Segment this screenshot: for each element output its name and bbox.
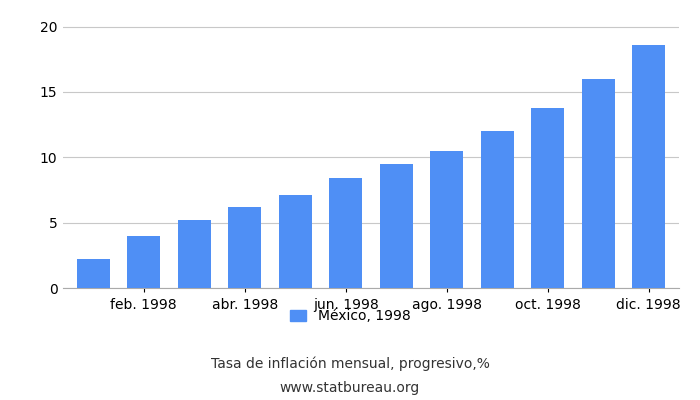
Bar: [380, 164, 413, 288]
Bar: [279, 195, 312, 288]
Bar: [228, 207, 261, 288]
Bar: [481, 131, 514, 288]
Bar: [632, 45, 665, 288]
Text: www.statbureau.org: www.statbureau.org: [280, 381, 420, 395]
Bar: [127, 236, 160, 288]
Bar: [77, 259, 110, 288]
Bar: [178, 220, 211, 288]
Bar: [430, 151, 463, 288]
Bar: [531, 108, 564, 288]
Bar: [329, 178, 362, 288]
Text: Tasa de inflación mensual, progresivo,%: Tasa de inflación mensual, progresivo,%: [211, 357, 489, 371]
Legend: México, 1998: México, 1998: [290, 309, 410, 323]
Bar: [582, 79, 615, 288]
